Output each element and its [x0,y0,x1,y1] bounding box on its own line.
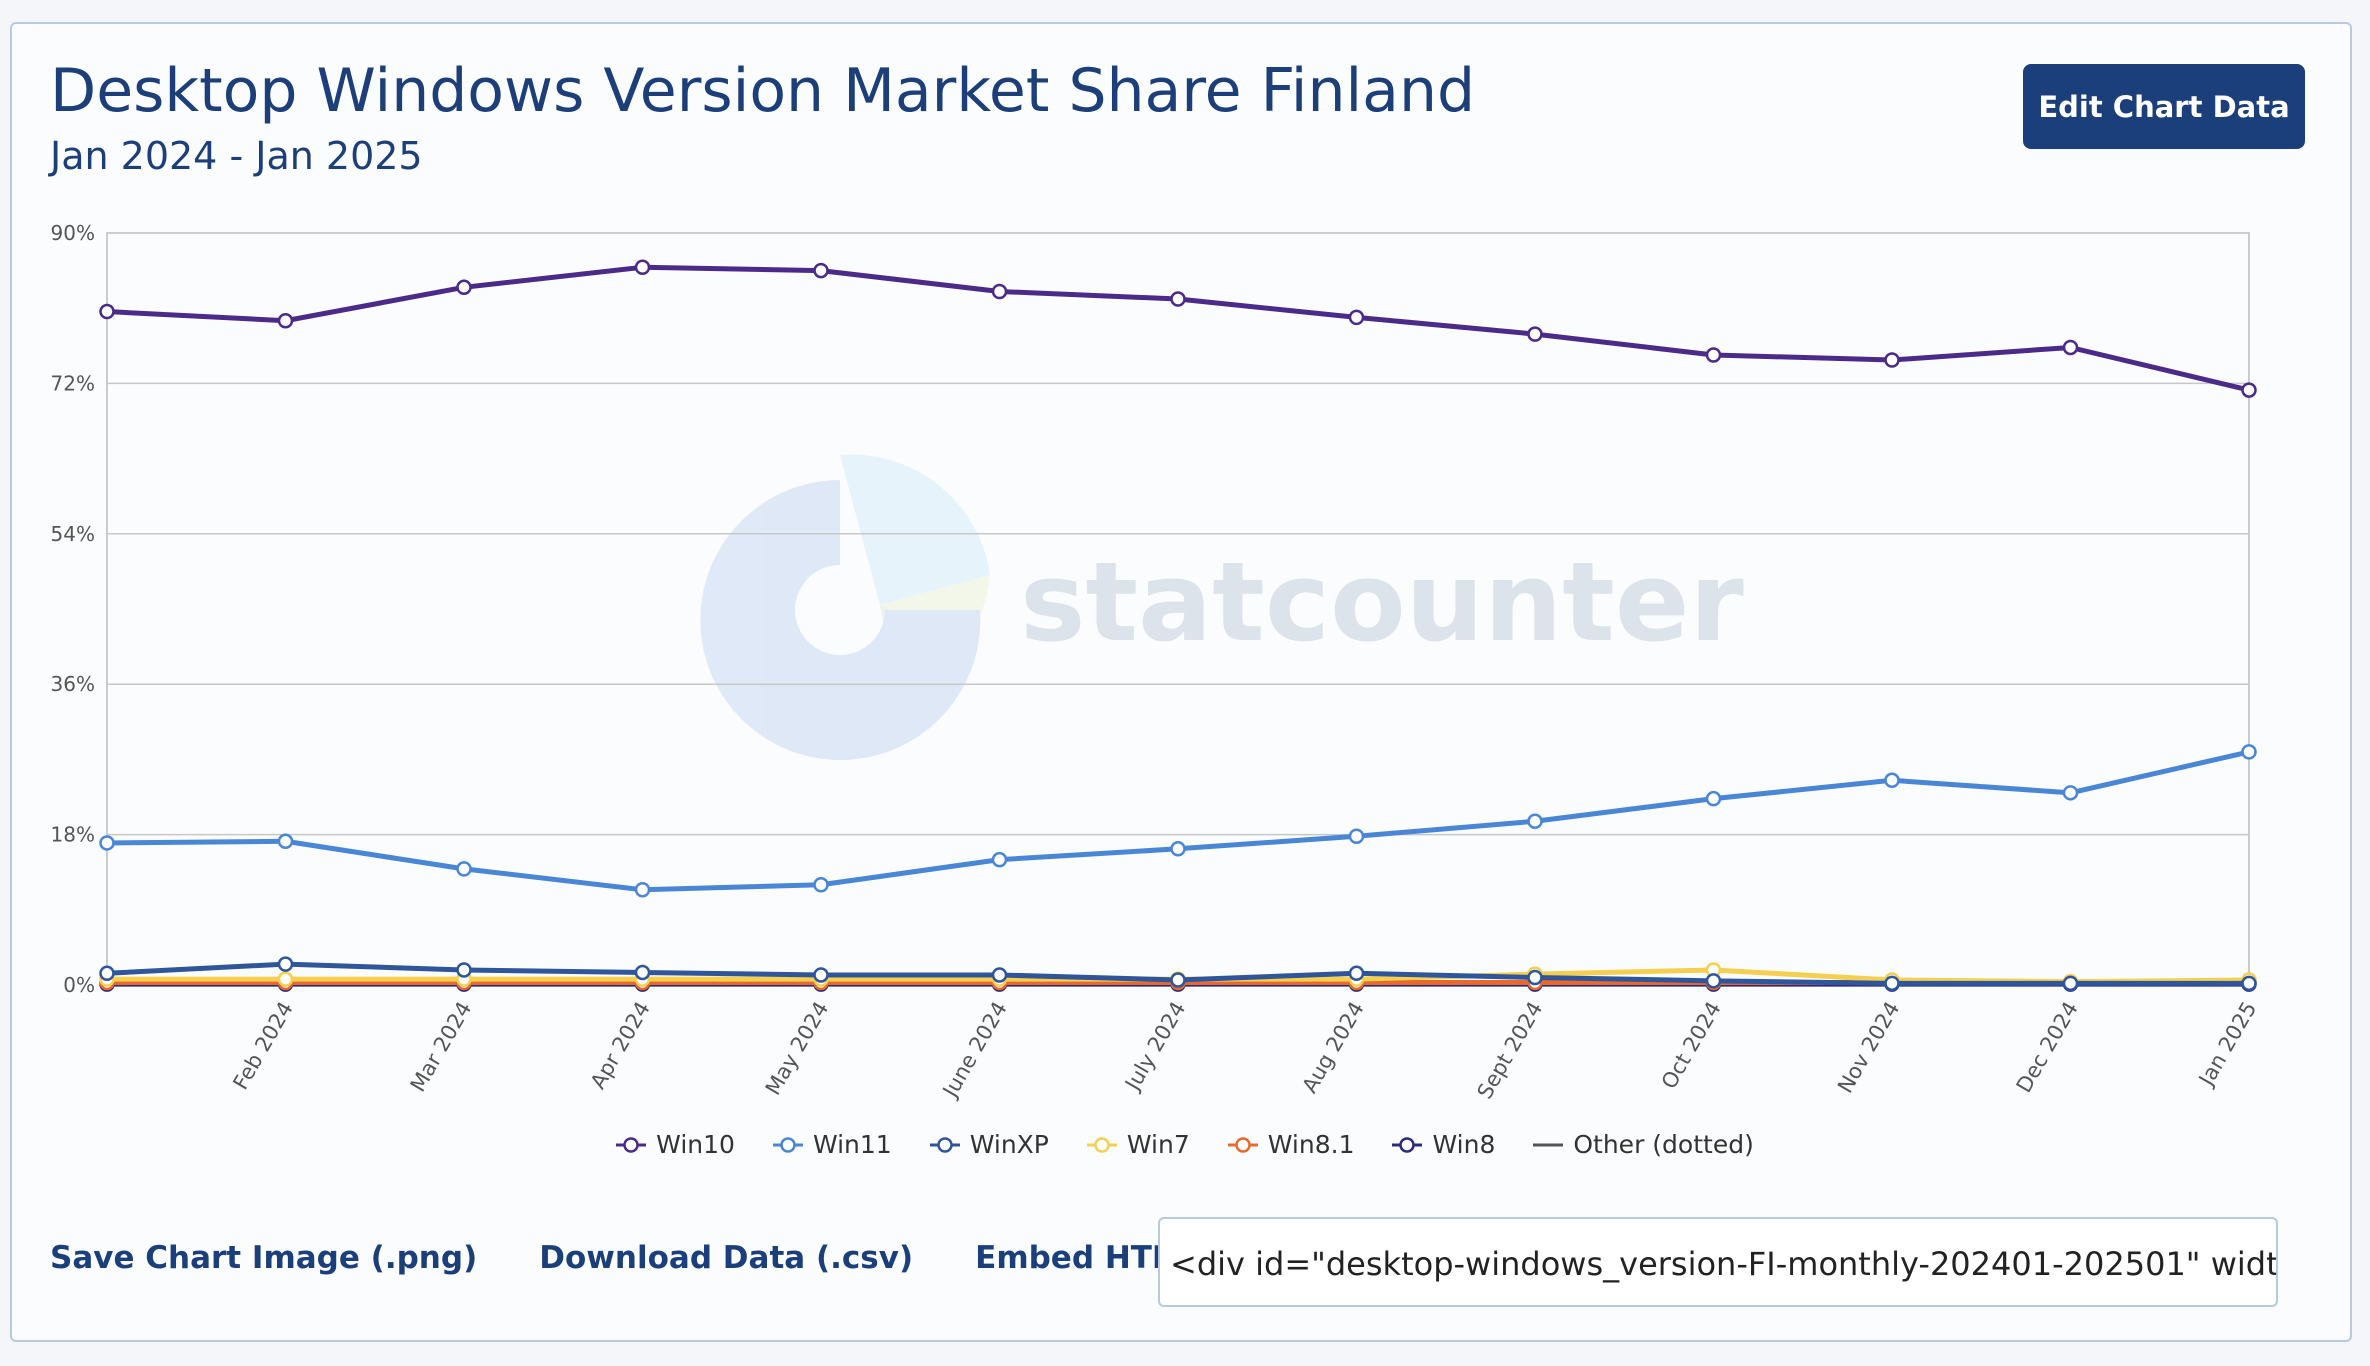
data-point [99,965,115,982]
data-point [813,967,829,983]
data-point [2241,975,2257,992]
legend-label: Win8.1 [1267,1130,1355,1159]
legend-item[interactable]: Win10 [616,1130,735,1159]
data-point [277,971,294,987]
legend-marker-icon [1227,1136,1258,1153]
legend-marker-icon [772,1136,803,1153]
series-win11 [99,744,2257,898]
chart-legend: Win10 Win11 WinXP Win7 Win8.1 Win8 Other (dott… [0,1130,2370,1159]
data-point [1705,790,1722,807]
edit-chart-data-button[interactable]: Edit Chart Data [2023,64,2305,149]
x-tick-label: Jan 2025 [2193,998,2261,1092]
data-point [99,303,115,320]
data-point [456,861,472,877]
y-tick-label: 90% [51,221,95,245]
embed-code-input[interactable]: <div id="desktop-windows_version-FI-mont… [1158,1217,2278,1307]
legend-item[interactable]: Other (dotted) [1533,1130,1754,1159]
data-point [456,279,472,296]
download-data-link[interactable]: Download Data (.csv) [539,1240,914,1276]
data-point [1884,772,1900,789]
series-winxp [99,956,2257,992]
data-point [634,964,651,981]
legend-item[interactable]: Win8.1 [1227,1130,1355,1159]
data-point [813,876,829,893]
x-tick-label: Aug 2024 [1297,998,1368,1098]
x-tick-label: Mar 2024 [406,998,477,1096]
footer-links: Save Chart Image (.png) Download Data (.… [50,1240,1203,1276]
y-tick-label: 36% [51,672,95,696]
watermark: statcounter [700,454,1744,760]
x-tick-label: June 2024 [937,998,1012,1103]
data-point [1705,347,1722,363]
data-point [1170,291,1186,307]
y-tick-label: 54% [51,522,95,546]
data-point [991,851,1008,868]
legend-label: Win11 [812,1130,892,1159]
series-win10 [99,259,2257,398]
legend-item[interactable]: WinXP [929,1130,1049,1159]
legend-marker-icon [929,1136,960,1153]
data-point [277,833,294,850]
legend-marker-icon [1086,1136,1117,1153]
data-point [2062,975,2079,992]
x-tick-label: Apr 2024 [586,998,655,1094]
legend-label: Win10 [656,1130,735,1159]
page-title: Desktop Windows Version Market Share Fin… [50,56,1476,126]
legend-marker-icon [616,1136,647,1153]
data-point [1527,326,1543,342]
data-point [99,835,115,851]
x-tick-label: Feb 2024 [228,998,297,1094]
x-tick-label: Oct 2024 [1657,998,1726,1094]
x-tick-label: Sept 2024 [1473,998,1548,1103]
legend-item[interactable]: Win11 [772,1130,892,1159]
save-chart-image-link[interactable]: Save Chart Image (.png) [50,1240,478,1276]
data-point [1884,352,1900,368]
data-point [2241,744,2257,760]
data-point [813,262,829,279]
legend-item[interactable]: Win8 [1392,1130,1495,1159]
y-tick-label: 72% [51,371,95,395]
data-point [1348,828,1365,845]
legend-label: WinXP [969,1130,1049,1159]
legend-label: Other (dotted) [1573,1130,1754,1159]
data-point [991,283,1008,300]
data-point [634,259,651,276]
data-point [2062,339,2079,356]
x-tick-label: May 2024 [761,998,834,1100]
data-point [456,962,472,978]
legend-marker-icon [1533,1143,1564,1146]
legend-label: Win8 [1432,1130,1496,1159]
data-point [277,312,294,329]
data-point [2241,382,2257,398]
legend-item[interactable]: Win7 [1086,1130,1190,1159]
data-point [1527,813,1543,829]
legend-label: Win7 [1126,1130,1190,1159]
data-point [1170,841,1186,857]
data-point [1348,309,1365,326]
data-point [1527,969,1543,986]
data-point [1884,975,1900,992]
data-point [1348,965,1365,982]
data-point [1170,972,1186,988]
y-tick-label: 18% [51,823,95,847]
x-tick-label: Nov 2024 [1833,998,1904,1098]
x-tick-label: July 2024 [1120,998,1191,1097]
y-tick-label: 0% [63,973,95,997]
data-point [634,881,651,898]
legend-marker-icon [1392,1136,1423,1153]
watermark-text: statcounter [1020,538,1744,666]
x-tick-label: Dec 2024 [2012,998,2083,1097]
series-line [106,749,2250,893]
chart-card [10,22,2352,1342]
data-point [991,967,1008,983]
series-line [106,264,2250,393]
data-point [277,956,294,972]
data-point [2062,785,2079,801]
date-range: Jan 2024 - Jan 2025 [50,134,423,178]
data-point [1705,973,1722,989]
